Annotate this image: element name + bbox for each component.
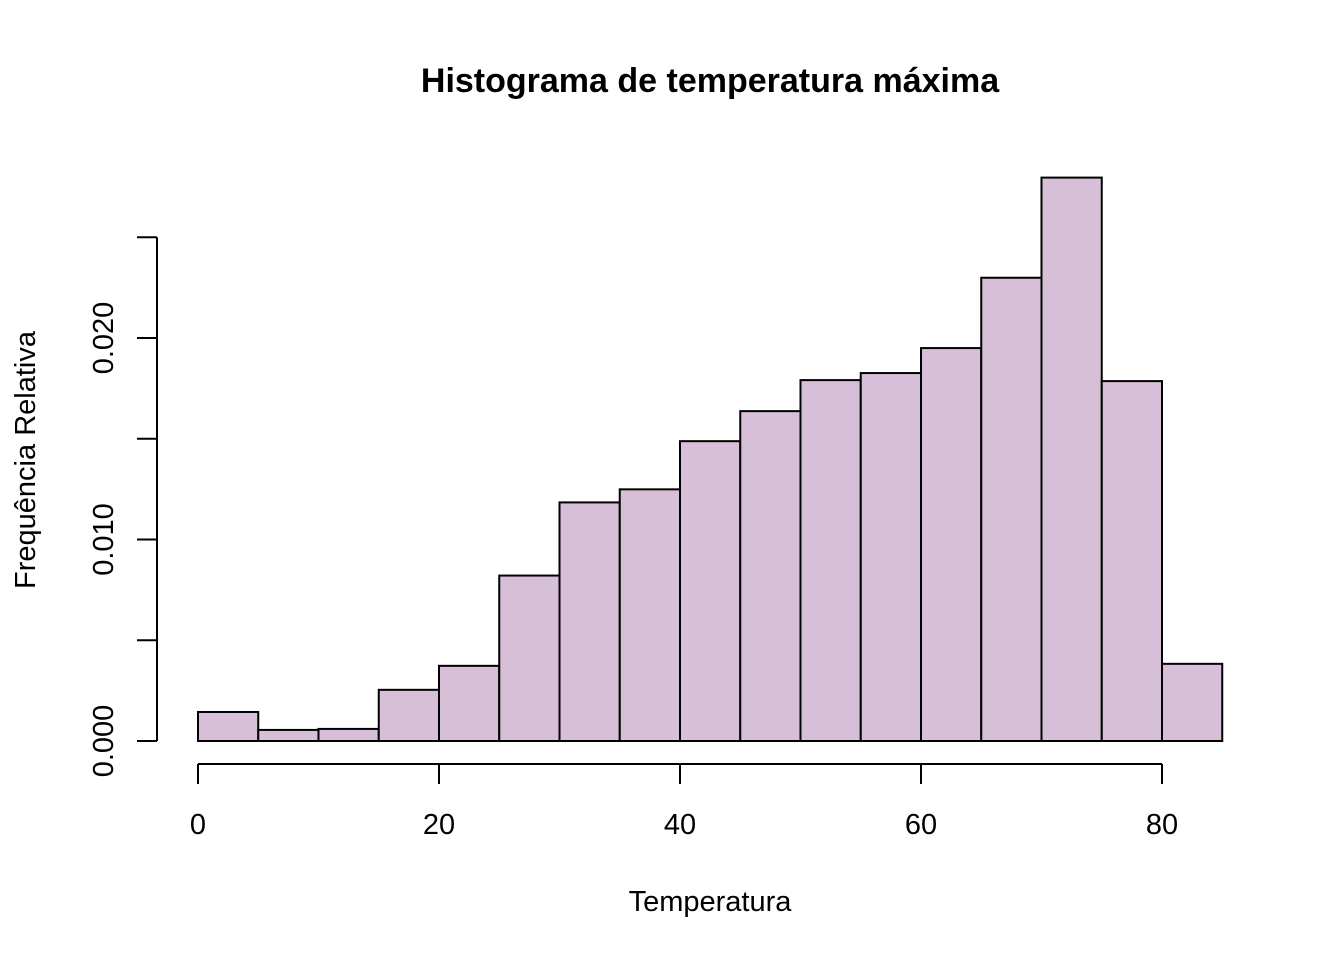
histogram-bar <box>257 728 320 742</box>
histogram-bar <box>980 276 1043 742</box>
histogram-bar <box>197 710 260 743</box>
histogram-bar <box>920 347 983 742</box>
histogram-bar <box>438 664 501 743</box>
x-tick-label: 80 <box>1146 809 1178 841</box>
y-tick-label: 0.020 <box>88 302 120 375</box>
histogram-bar <box>618 488 681 742</box>
histogram-bar <box>317 727 380 742</box>
x-tick-label: 60 <box>905 809 937 841</box>
histogram-bar <box>1161 662 1224 742</box>
histogram-bar <box>498 574 561 742</box>
histogram-bar <box>377 688 440 742</box>
histogram-bar <box>799 379 862 742</box>
y-tick-label: 0.000 <box>88 705 120 778</box>
histogram-bar <box>1100 380 1163 742</box>
x-tick-label: 20 <box>423 809 455 841</box>
x-tick-label: 40 <box>664 809 696 841</box>
y-tick-label: 0.010 <box>88 503 120 576</box>
histogram-bar <box>739 410 802 742</box>
chart-title: Histograma de temperatura máxima <box>421 62 1000 100</box>
histogram-bar <box>679 440 742 742</box>
histogram-bar <box>1040 176 1103 742</box>
x-tick-label: 0 <box>190 809 206 841</box>
y-axis-label: Frequência Relativa <box>10 330 42 589</box>
x-axis-label: Temperatura <box>629 886 793 918</box>
histogram-bar <box>859 372 922 742</box>
histogram-bar <box>558 501 621 743</box>
